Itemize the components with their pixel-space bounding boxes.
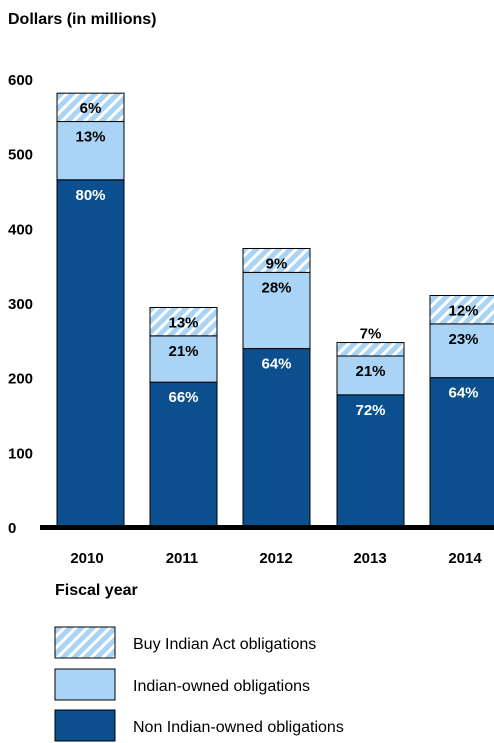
- data-label: 28%: [261, 279, 291, 296]
- x-tick-label: 2014: [448, 550, 482, 567]
- y-tick-label: 100: [8, 445, 33, 462]
- legend-label: Non Indian-owned obligations: [133, 719, 344, 736]
- data-label: 9%: [266, 255, 288, 272]
- bar-segment: [242, 247, 311, 273]
- legend-label: Buy Indian Act obligations: [133, 636, 316, 653]
- data-label: 13%: [168, 314, 198, 331]
- data-label: 12%: [448, 303, 478, 320]
- y-tick-label: 300: [8, 296, 33, 313]
- data-label: 23%: [448, 331, 478, 348]
- legend-swatch: [54, 668, 116, 701]
- y-tick-label: 500: [8, 147, 33, 164]
- x-tick-label: 2013: [353, 550, 386, 567]
- data-label: 80%: [75, 187, 105, 204]
- bar-segment: [336, 342, 405, 357]
- data-label: 21%: [168, 343, 198, 360]
- bar-segment: [149, 306, 218, 337]
- x-tick-label: 2012: [259, 550, 292, 567]
- y-axis-ticks: 0 100 200 300 400 500 600: [8, 72, 33, 537]
- data-label: 13%: [75, 129, 105, 146]
- x-tick-label: 2010: [70, 550, 103, 567]
- y-axis-title: Dollars (in millions): [8, 11, 156, 28]
- y-tick-label: 0: [8, 520, 16, 537]
- legend: Buy Indian Act obligations Indian-owned o…: [54, 626, 344, 742]
- bar-segment: [336, 394, 405, 528]
- data-label: 64%: [448, 385, 478, 402]
- data-label: 72%: [355, 402, 385, 419]
- x-axis-title: Fiscal year: [55, 582, 138, 599]
- x-axis-ticks: 2010 2011 2012 2013 2014: [70, 550, 482, 567]
- bars: 80% 13% 6% 66% 21% 13% 64% 28% 9% 72% 21% 7% 64% 23% 1…: [56, 92, 494, 528]
- bar-segment: [242, 348, 311, 528]
- bar-segment: [56, 121, 125, 181]
- bar-segment: [149, 335, 218, 383]
- y-tick-label: 600: [8, 72, 33, 89]
- x-axis-line: [40, 525, 494, 530]
- bar-segment: [56, 179, 125, 528]
- data-label: 6%: [80, 100, 102, 117]
- y-tick-label: 200: [8, 371, 33, 388]
- data-label: 66%: [168, 389, 198, 406]
- bar-segment: [336, 355, 405, 396]
- data-label: 64%: [261, 356, 291, 373]
- legend-label: Indian-owned obligations: [133, 678, 310, 695]
- bar-segment: [56, 92, 125, 123]
- legend-swatch: [54, 709, 116, 742]
- bar-segment: [429, 295, 494, 325]
- bar-segment: [242, 271, 311, 350]
- legend-swatch: [54, 626, 116, 659]
- data-label: 21%: [355, 363, 385, 380]
- bar-segment: [429, 377, 494, 528]
- y-tick-label: 400: [8, 221, 33, 238]
- data-label: 7%: [360, 326, 382, 343]
- x-tick-label: 2011: [166, 550, 199, 567]
